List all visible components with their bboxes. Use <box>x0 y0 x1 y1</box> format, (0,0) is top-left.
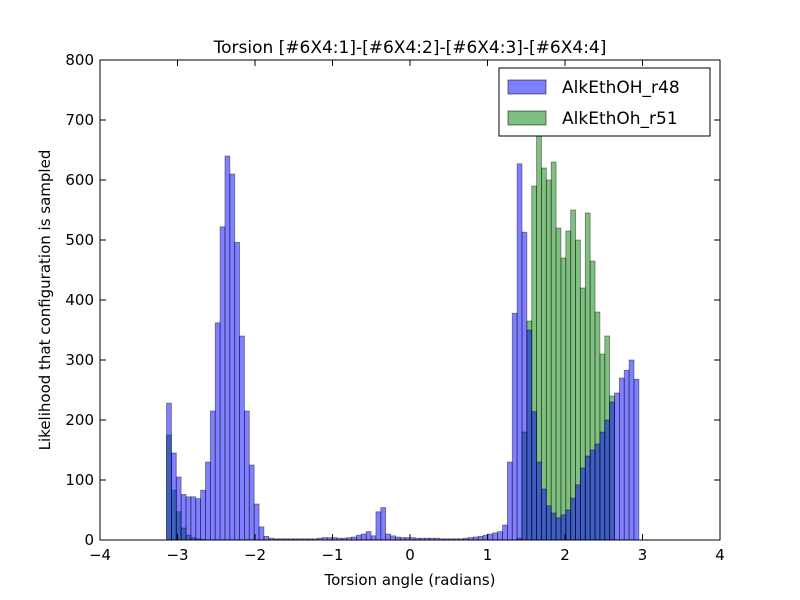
alkethoh-r48-bar <box>506 461 513 541</box>
y-axis-ticks: 0 100 200 300 400 500 600 700 800 <box>65 51 720 549</box>
legend-label-alkethoh-r51: AlkEthOh_r51 <box>562 109 678 129</box>
alkethoh-r48-bar <box>628 359 635 541</box>
alkethoh-r48-bar <box>190 496 197 541</box>
y-tick-label: 200 <box>65 411 94 429</box>
alkethoh-r48-bar <box>584 455 591 541</box>
y-tick-label: 800 <box>65 51 94 69</box>
alkethoh-r48-bar <box>370 535 377 541</box>
x-tick-label: 1 <box>483 546 493 564</box>
alkethoh-r48-bar <box>263 536 270 541</box>
y-tick-label: 100 <box>65 471 94 489</box>
x-tick-label: 2 <box>560 546 570 564</box>
alkethoh-r48-bar <box>550 512 557 541</box>
y-tick-label: 0 <box>84 531 94 549</box>
alkethoh-r48-bar <box>244 410 250 541</box>
y-tick-label: 300 <box>65 351 94 369</box>
alkethoh-r48-bar <box>239 335 245 541</box>
alkethoh-r48-bar <box>385 533 391 541</box>
legend-swatch-alkethoh-r51 <box>507 110 547 126</box>
x-tick-label: −3 <box>166 546 188 564</box>
alkethoh-r48-bar <box>175 476 182 541</box>
alkethoh-r48-bar <box>565 509 572 541</box>
y-tick-label: 600 <box>65 171 94 189</box>
alkethoh-r48-bar <box>497 531 503 541</box>
alkethoh-r48-bar <box>618 377 625 541</box>
legend: AlkEthOH_r48 AlkEthOh_r51 <box>498 67 711 137</box>
alkethoh-r48-bar <box>200 489 206 541</box>
alkethoh-r48-bar <box>604 419 611 541</box>
alkethoh-r48-bar <box>248 464 255 541</box>
legend-label-alkethoh-r48: AlkEthOH_r48 <box>562 78 680 98</box>
alkethoh-r48-bar <box>594 443 601 541</box>
x-tick-label: 4 <box>715 546 725 564</box>
alkethoh-r48-bar <box>545 505 552 541</box>
alkethoh-r48-bar <box>511 312 518 541</box>
alkethoh-r48-bar <box>375 511 382 541</box>
y-tick-label: 400 <box>65 291 94 309</box>
alkethoh-r48-bar <box>570 497 576 541</box>
alkethoh-r48-bar <box>599 431 606 541</box>
x-tick-label: −1 <box>321 546 343 564</box>
alkethoh-r51-bar <box>550 161 557 541</box>
x-tick-label: −4 <box>89 546 111 564</box>
chart-title: Torsion [#6X4:1]-[#6X4:2]-[#6X4:3]-[#6X4… <box>213 38 607 58</box>
alkethoh-r51-bar <box>565 230 572 541</box>
alkethoh-r48-bar <box>633 378 640 541</box>
x-axis-ticks: −4 −3 −2 −1 0 1 2 3 4 <box>89 60 725 564</box>
y-tick-label: 500 <box>65 231 94 249</box>
alkethoh-r48-bar <box>609 401 615 541</box>
alkethoh-r48-bar <box>477 536 484 541</box>
alkethoh-r48-bar <box>360 533 367 541</box>
x-axis-label: Torsion angle (radians) <box>323 571 495 589</box>
alkethoh-r51-bar <box>545 179 552 541</box>
alkethoh-r51-bar <box>570 209 576 541</box>
alkethoh-r48-bar <box>258 526 265 541</box>
alkethoh-r48-bar <box>614 392 620 541</box>
y-tick-label: 700 <box>65 111 94 129</box>
x-tick-label: 0 <box>405 546 415 564</box>
y-axis-label: Likelihood that configuration is sampled <box>36 150 54 451</box>
alkethoh-r48-bar <box>205 461 211 541</box>
alkethoh-r48-bar <box>234 241 240 541</box>
alkethoh-r51-bar <box>555 227 562 541</box>
alkethoh-r48-bar <box>224 155 231 541</box>
alkethoh-r48-bar <box>580 467 586 541</box>
alkethoh-r48-bar <box>575 484 581 541</box>
alkethoh-r48-bar <box>170 452 177 541</box>
x-tick-label: 3 <box>638 546 648 564</box>
alkethoh-r51-bar <box>560 257 567 541</box>
alkethoh-r48-bar <box>536 461 542 541</box>
alkethoh-r48-bar <box>219 226 226 541</box>
alkethoh-r48-bar <box>356 534 362 541</box>
alkethoh-r48-bar <box>502 524 508 541</box>
alkethoh-r48-bar <box>380 507 387 541</box>
x-tick-label: −2 <box>244 546 266 564</box>
alkethoh-r48-bar <box>229 173 236 541</box>
alkethoh-r48-bar <box>209 410 216 541</box>
alkethoh-r48-bar <box>531 411 537 541</box>
alkethoh-r48-bar <box>555 517 562 541</box>
alkethoh-r48-bar <box>487 533 494 541</box>
alkethoh-r48-bar <box>526 329 533 541</box>
alkethoh-r48-bar <box>492 532 499 541</box>
alkethoh-r48-bar <box>623 369 630 541</box>
alkethoh-r48-bar <box>390 535 396 541</box>
alkethoh-r48-bar <box>541 488 547 541</box>
alkethoh-r48-bar <box>516 163 523 541</box>
alkethoh-r48-bar <box>365 531 372 541</box>
alkethoh-r48-bar <box>214 322 221 541</box>
alkethoh-r48-bar <box>521 231 528 541</box>
alkethoh-r48-bar <box>180 493 187 541</box>
alkethoh-r48-bar <box>589 449 596 541</box>
alkethoh-r48-bar <box>185 496 192 541</box>
alkethoh-r48-bar <box>195 498 202 541</box>
alkethoh-r51-bar <box>541 167 547 541</box>
alkethoh-r48-bar <box>166 402 172 541</box>
legend-swatch-alkethoh-r48 <box>507 79 547 95</box>
